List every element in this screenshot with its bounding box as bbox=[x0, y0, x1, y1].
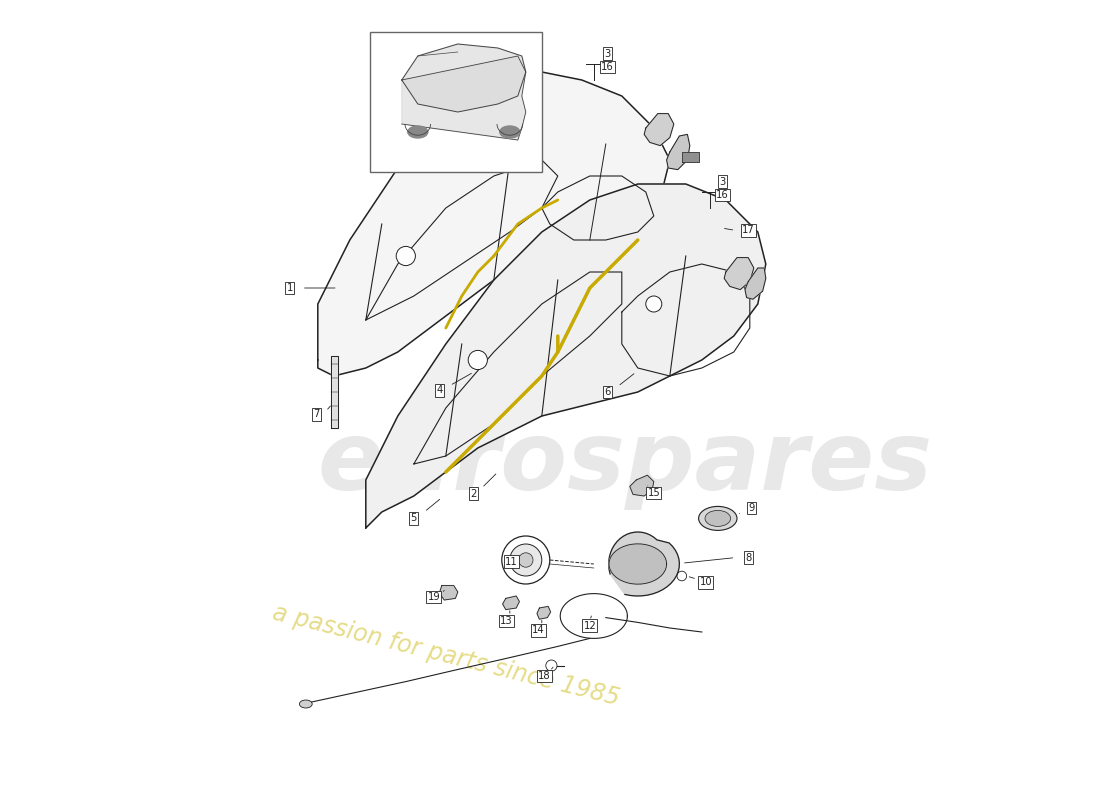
Text: 10: 10 bbox=[700, 578, 712, 587]
Text: 5: 5 bbox=[410, 514, 417, 523]
Text: 3: 3 bbox=[719, 177, 726, 186]
Text: 14: 14 bbox=[532, 626, 544, 635]
Polygon shape bbox=[608, 532, 680, 596]
Text: 16: 16 bbox=[716, 190, 729, 200]
Ellipse shape bbox=[698, 506, 737, 530]
Bar bbox=[370, 32, 542, 172]
Text: 4: 4 bbox=[437, 386, 442, 395]
Polygon shape bbox=[402, 56, 526, 140]
Text: 6: 6 bbox=[604, 387, 611, 397]
Polygon shape bbox=[439, 586, 458, 600]
Polygon shape bbox=[645, 114, 674, 146]
Text: a passion for parts since 1985: a passion for parts since 1985 bbox=[270, 601, 622, 711]
Circle shape bbox=[546, 660, 557, 671]
Circle shape bbox=[509, 544, 542, 576]
Polygon shape bbox=[537, 606, 551, 619]
Polygon shape bbox=[630, 475, 653, 496]
Circle shape bbox=[502, 536, 550, 584]
Text: 7: 7 bbox=[314, 410, 319, 419]
Text: 8: 8 bbox=[745, 553, 751, 562]
Circle shape bbox=[396, 246, 416, 266]
Polygon shape bbox=[318, 72, 670, 376]
Polygon shape bbox=[402, 44, 526, 112]
Bar bbox=[682, 152, 700, 162]
Circle shape bbox=[676, 571, 686, 581]
Circle shape bbox=[518, 553, 534, 567]
Circle shape bbox=[646, 296, 662, 312]
Polygon shape bbox=[503, 596, 519, 610]
Ellipse shape bbox=[408, 126, 428, 138]
Text: 15: 15 bbox=[648, 488, 660, 498]
Text: 16: 16 bbox=[601, 62, 614, 72]
Ellipse shape bbox=[499, 126, 520, 138]
Polygon shape bbox=[366, 184, 766, 528]
Text: 9: 9 bbox=[748, 503, 755, 513]
Text: 12: 12 bbox=[583, 621, 596, 630]
Circle shape bbox=[469, 350, 487, 370]
Text: 1: 1 bbox=[287, 283, 293, 293]
Text: eurospares: eurospares bbox=[318, 418, 933, 510]
Polygon shape bbox=[724, 258, 754, 290]
Text: 3: 3 bbox=[604, 49, 611, 58]
Text: 2: 2 bbox=[471, 489, 477, 498]
Ellipse shape bbox=[299, 700, 312, 708]
Ellipse shape bbox=[705, 510, 730, 526]
Text: 19: 19 bbox=[428, 592, 440, 602]
Text: 17: 17 bbox=[741, 226, 755, 235]
Polygon shape bbox=[745, 268, 766, 299]
Polygon shape bbox=[331, 356, 338, 428]
Text: 11: 11 bbox=[505, 557, 518, 566]
Polygon shape bbox=[667, 134, 690, 170]
Text: 13: 13 bbox=[500, 616, 513, 626]
Text: 18: 18 bbox=[538, 671, 550, 681]
Polygon shape bbox=[609, 544, 667, 584]
